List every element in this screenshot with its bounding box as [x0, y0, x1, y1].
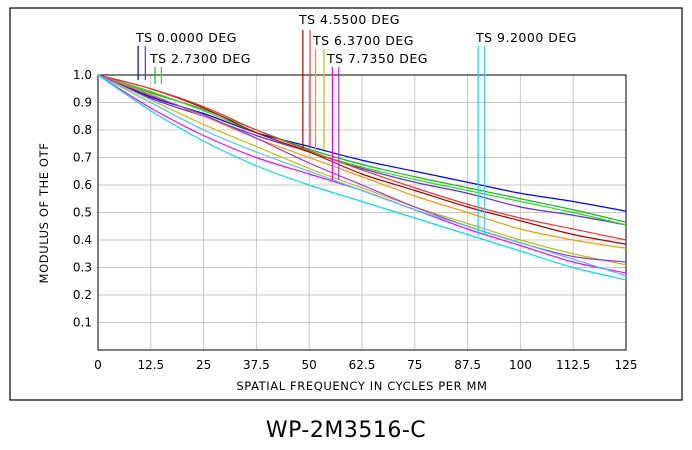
series-line [97, 74, 627, 226]
y-tick-label: 0.6 [73, 178, 92, 192]
x-tick-label: 125 [615, 358, 638, 372]
x-tick-label: 12.5 [137, 358, 164, 372]
field-marker-label: TS 7.7350 DEG [326, 51, 428, 66]
series-line [97, 74, 627, 241]
series-line [97, 74, 627, 281]
x-tick-label: 50 [302, 358, 317, 372]
y-tick-label: 0.7 [73, 151, 92, 165]
series-line [97, 74, 627, 266]
x-tick-labels: 0 12.5 25 37.5 50 62.5 75 87.5 100 112.5 125 [94, 358, 637, 372]
series-group [97, 74, 627, 281]
x-tick-label: 62.5 [349, 358, 376, 372]
plot-area [97, 74, 627, 351]
y-tick-label: 0.4 [73, 233, 92, 247]
x-tick-label: 37.5 [243, 358, 270, 372]
series-line [97, 74, 627, 226]
y-tick-labels: 0.1 0.2 0.3 0.4 0.5 0.6 0.7 0.8 0.9 1.0 [73, 68, 92, 330]
x-tick-label: 0 [94, 358, 102, 372]
field-marker-label: TS 2.7300 DEG [149, 51, 251, 66]
x-tick-label: 87.5 [454, 358, 481, 372]
y-tick-label: 1.0 [73, 68, 92, 82]
field-marker-label: TS 9.2000 DEG [475, 30, 577, 45]
figure-caption: WP-2M3516-C [266, 418, 426, 443]
series-line [97, 74, 627, 249]
chart-frame [9, 7, 683, 401]
x-tick-label: 75 [407, 358, 422, 372]
y-tick-label: 0.9 [73, 96, 92, 110]
x-tick-label: 112.5 [556, 358, 590, 372]
x-axis-label: SPATIAL FREQUENCY IN CYCLES PER MM [236, 379, 487, 393]
y-axis-label: MODULUS OF THE OTF [37, 143, 51, 284]
x-tick-label: 25 [196, 358, 211, 372]
y-tick-label: 0.2 [73, 288, 92, 302]
y-tick-label: 0.3 [73, 261, 92, 275]
field-marker-label: TS 4.5500 DEG [298, 12, 400, 27]
series-line [97, 74, 627, 277]
y-tick-label: 0.1 [73, 316, 92, 330]
x-tick-label: 100 [509, 358, 532, 372]
grid [98, 75, 626, 350]
y-tick-label: 0.5 [73, 206, 92, 220]
y-tick-label: 0.8 [73, 123, 92, 137]
series-line [97, 74, 627, 245]
field-marker-label: TS 6.3700 DEG [312, 33, 414, 48]
field-marker-label: TS 0.0000 DEG [135, 30, 237, 45]
field-marker-group: TS 0.0000 DEG TS 2.7300 DEG TS 4.5500 DEG T… [135, 12, 577, 236]
